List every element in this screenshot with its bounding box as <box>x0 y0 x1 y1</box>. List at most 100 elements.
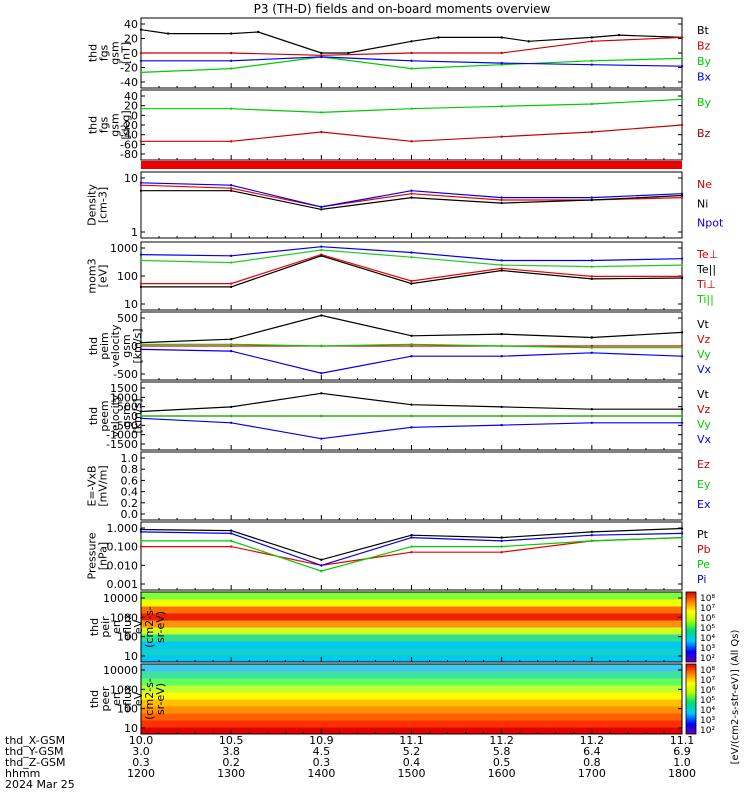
ylabel-line: [mV/m] <box>97 465 110 506</box>
data-point <box>229 421 233 424</box>
data-point <box>410 536 413 539</box>
data-point <box>139 189 143 192</box>
data-point <box>680 257 684 260</box>
legend-label: Te⊥ <box>696 248 718 261</box>
ylabel-line: [cm-3] <box>97 187 110 223</box>
data-point <box>500 344 503 348</box>
footer-value: 10.9 <box>309 734 334 747</box>
spectrogram-band <box>141 620 682 628</box>
footer-value: 1200 <box>127 767 155 780</box>
data-point <box>139 343 143 346</box>
legend-label: Ey <box>697 478 711 491</box>
data-point <box>139 417 143 420</box>
data-point <box>320 392 323 395</box>
ylabel-line: thd <box>88 690 101 708</box>
data-point <box>500 405 503 409</box>
legend-label: By <box>697 96 712 109</box>
legend-label: Ti⊥ <box>696 278 716 291</box>
data-point <box>229 282 233 285</box>
colorbar-tick: 10⁴ <box>700 706 715 716</box>
ylabel-line: [km/s] <box>131 398 144 433</box>
panel-ylabel: thdfgsgsm[nT] <box>87 41 133 64</box>
data-point <box>410 403 413 406</box>
ylabel-line: eV <box>132 619 145 634</box>
data-point <box>229 414 233 418</box>
y-tick-label: 1.000 <box>107 522 139 535</box>
data-point <box>500 36 503 39</box>
colorbar-tick: 10³ <box>700 644 715 654</box>
data-point <box>229 107 233 110</box>
y-tick-label: -1500 <box>106 438 138 451</box>
data-point <box>139 181 143 184</box>
data-point <box>139 59 143 62</box>
legend-label: Ne <box>697 178 712 191</box>
ylabel-line: peer <box>99 686 112 712</box>
y-tick-label: 100 <box>117 270 138 283</box>
footer-value: 0.4 <box>403 756 421 769</box>
y-tick-label: 10000 <box>103 664 138 677</box>
legend-label: Vy <box>697 418 711 431</box>
ylabel-line: en <box>110 692 123 706</box>
footer-value: 11.2 <box>489 734 514 747</box>
colorbar-label: [eV/(cm2-s-str-eV)] (All Qs) <box>730 629 741 764</box>
data-point <box>139 285 143 289</box>
data-point <box>500 414 503 418</box>
data-point <box>680 344 684 348</box>
ylabel-line: sr-eV) <box>154 611 167 643</box>
legend-label: Vz <box>697 333 711 346</box>
data-point <box>139 51 143 55</box>
colorbar <box>685 663 697 735</box>
data-point <box>139 282 143 285</box>
spectrogram-band <box>141 641 682 649</box>
footer-value: 11.1 <box>670 734 695 747</box>
data-point <box>680 346 684 349</box>
spectrogram-band <box>141 606 682 614</box>
data-point <box>500 332 503 336</box>
spectrogram-band <box>141 592 682 600</box>
spectrogram-band <box>141 720 682 728</box>
y-tick-label: 0.8 <box>121 463 139 476</box>
y-tick-label: 1000 <box>110 391 138 404</box>
spectrogram-band <box>141 634 682 642</box>
footer-value: 1700 <box>578 767 606 780</box>
data-point <box>680 527 684 530</box>
data-point <box>500 551 503 554</box>
data-point <box>139 410 143 413</box>
ylabel-line: peem <box>98 400 111 431</box>
data-point <box>590 40 594 43</box>
data-point <box>590 344 594 348</box>
data-point <box>680 57 684 60</box>
ylabel-line: (cm2-s- <box>143 606 156 648</box>
ylabel-line: velocity <box>109 324 122 367</box>
data-point <box>590 63 594 66</box>
data-point <box>410 551 413 554</box>
data-point <box>320 437 323 440</box>
footer-value: 0.5 <box>493 756 511 769</box>
data-point <box>229 59 233 62</box>
data-point <box>320 314 323 317</box>
data-point <box>320 208 323 211</box>
data-point <box>410 107 413 110</box>
ylabel-line: [nPa] <box>97 542 110 570</box>
data-point <box>590 196 594 199</box>
data-point <box>410 426 413 429</box>
legend-label: Vx <box>697 433 712 446</box>
panel-density: 10 1 Density[cm-3] Ne Ni Npot <box>86 171 724 239</box>
data-point <box>229 67 233 70</box>
data-point <box>500 539 503 543</box>
legend-label: Bz <box>697 127 711 140</box>
data-point <box>500 269 503 272</box>
data-point <box>320 414 323 418</box>
data-point <box>590 336 594 339</box>
colorbar-tick: 10³ <box>700 716 715 726</box>
series-group <box>139 527 684 573</box>
data-point <box>410 414 413 418</box>
data-point <box>680 98 684 101</box>
data-point <box>500 61 503 65</box>
data-point <box>590 539 594 543</box>
spectrogram-band <box>141 699 682 707</box>
y-tick-label: 0.4 <box>121 486 139 499</box>
y-tick-label: 100 <box>117 631 138 644</box>
data-point <box>320 248 323 252</box>
